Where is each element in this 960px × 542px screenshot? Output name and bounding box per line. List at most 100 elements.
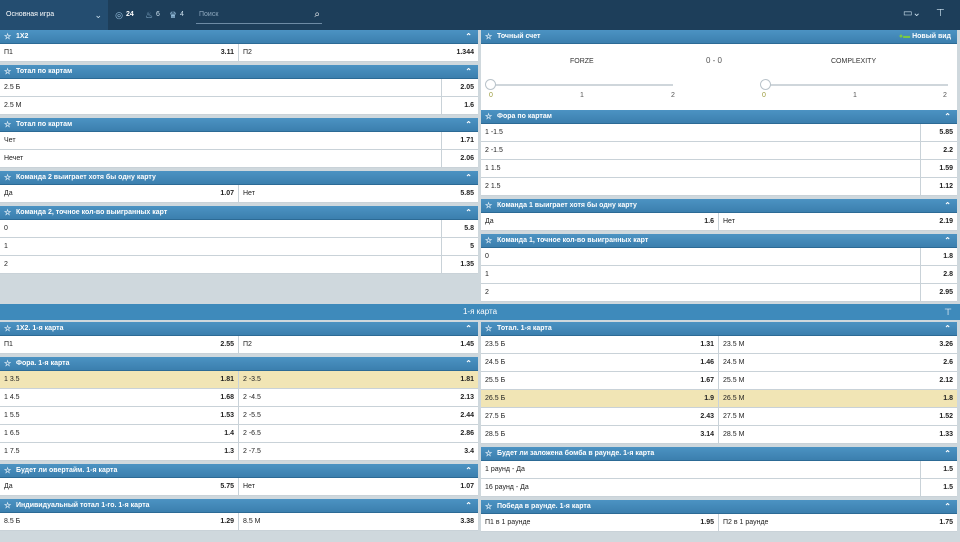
outcome-label[interactable]: 16 раунд - Да xyxy=(481,479,921,496)
outcome-label[interactable]: 1 1.5 xyxy=(481,160,921,177)
star-icon[interactable]: ☆ xyxy=(4,32,12,41)
star-icon[interactable]: ☆ xyxy=(4,67,12,76)
star-icon[interactable]: ☆ xyxy=(4,324,12,333)
collapse-icon[interactable]: ⌃ xyxy=(465,501,472,510)
outcome-label[interactable]: 28.5 Б xyxy=(485,431,506,438)
odds-button[interactable]: 1.31 xyxy=(683,336,719,353)
odds-button[interactable]: 3.14 xyxy=(683,426,719,443)
market-header[interactable]: ☆ 1X2. 1-я карта ⌃ xyxy=(0,322,478,336)
outcome-label[interactable]: П2 в 1 раунде xyxy=(723,519,769,526)
outcome-label[interactable]: 1 xyxy=(0,238,442,255)
collapse-icon[interactable]: ⌃ xyxy=(944,324,951,333)
odds-button[interactable]: 3.38 xyxy=(460,518,474,525)
odds-button[interactable]: 1.53 xyxy=(203,407,239,424)
new-view-toggle[interactable]: ●▬ Новый вид xyxy=(899,30,951,44)
odds-button[interactable]: 2.86 xyxy=(460,430,474,437)
outcome-label[interactable]: П2 xyxy=(243,49,252,56)
outcome-label[interactable]: 0 xyxy=(0,220,442,237)
filter-hot[interactable]: ♨ 6 xyxy=(144,0,160,30)
outcome-label[interactable]: 8.5 Б xyxy=(4,518,21,525)
market-header[interactable]: ☆ Команда 1 выиграет хотя бы одну карту ⌃ xyxy=(481,199,957,213)
market-header[interactable]: ☆ Будет ли овертайм. 1-я карта ⌃ xyxy=(0,464,478,478)
odds-button[interactable]: 5 xyxy=(470,243,474,250)
odds-button[interactable]: 1.344 xyxy=(456,49,474,56)
odds-button[interactable]: 3.26 xyxy=(939,341,953,348)
outcome-label[interactable]: 8.5 М xyxy=(243,518,261,525)
pin-icon[interactable]: ⊤ xyxy=(944,307,952,317)
outcome-label[interactable]: 2 -1.5 xyxy=(481,142,921,159)
odds-button[interactable]: 1.6 xyxy=(464,102,474,109)
outcome-label[interactable]: Да xyxy=(4,190,13,197)
outcome-label[interactable]: 25.5 М xyxy=(723,377,745,384)
outcome-label[interactable]: 2 -5.5 xyxy=(243,412,261,419)
odds-button[interactable]: 2.95 xyxy=(939,289,953,296)
team1-slider-track[interactable] xyxy=(489,84,673,86)
odds-button[interactable]: 1.9 xyxy=(683,390,719,407)
outcome-label[interactable]: 27.5 Б xyxy=(485,413,506,420)
main-game-tab[interactable]: Основная игра ⌄ xyxy=(0,0,108,30)
odds-button[interactable]: 1.35 xyxy=(460,261,474,268)
outcome-label[interactable]: Нет xyxy=(723,218,735,225)
collapse-icon[interactable]: ⌃ xyxy=(465,67,472,76)
odds-button[interactable]: 1.45 xyxy=(460,341,474,348)
outcome-label[interactable]: 2 xyxy=(481,284,921,301)
market-header[interactable]: ☆ Фора. 1-я карта ⌃ xyxy=(0,357,478,371)
outcome-label[interactable]: 24.5 М xyxy=(723,359,745,366)
odds-button[interactable]: 1.29 xyxy=(203,513,239,530)
collapse-icon[interactable]: ⌃ xyxy=(944,236,951,245)
odds-button[interactable]: 1.59 xyxy=(939,165,953,172)
star-icon[interactable]: ☆ xyxy=(485,502,493,511)
odds-button[interactable]: 2.43 xyxy=(683,408,719,425)
star-icon[interactable]: ☆ xyxy=(485,201,493,210)
outcome-label[interactable]: 1 -1.5 xyxy=(481,124,921,141)
outcome-label[interactable]: 1 3.5 xyxy=(4,376,20,383)
team2-slider-track[interactable] xyxy=(764,84,948,86)
outcome-label[interactable]: 1 раунд - Да xyxy=(481,461,921,478)
outcome-label[interactable]: Нет xyxy=(243,190,255,197)
market-header[interactable]: ☆ 1X2 ⌃ xyxy=(0,30,478,44)
odds-button[interactable]: 1.07 xyxy=(203,185,239,202)
odds-button[interactable]: 1.67 xyxy=(683,372,719,389)
star-icon[interactable]: ☆ xyxy=(485,449,493,458)
star-icon[interactable]: ☆ xyxy=(4,466,12,475)
outcome-label[interactable]: Да xyxy=(485,218,494,225)
odds-button[interactable]: 2.12 xyxy=(939,377,953,384)
team1-slider-handle[interactable] xyxy=(485,79,496,90)
odds-button[interactable]: 1.6 xyxy=(683,213,719,230)
odds-button[interactable]: 1.12 xyxy=(939,183,953,190)
outcome-label[interactable]: 2.5 М xyxy=(0,97,442,114)
star-icon[interactable]: ☆ xyxy=(485,324,493,333)
market-header[interactable]: ☆ Команда 2, точное кол-во выигранных кар… xyxy=(0,206,478,220)
outcome-label[interactable]: 26.5 М xyxy=(723,395,745,402)
collapse-icon[interactable]: ⌃ xyxy=(465,120,472,129)
star-icon[interactable]: ☆ xyxy=(485,32,493,41)
market-header[interactable]: ☆ Команда 2 выиграет хотя бы одну карту ⌃ xyxy=(0,171,478,185)
outcome-label[interactable]: 26.5 Б xyxy=(485,395,506,402)
outcome-label[interactable]: 25.5 Б xyxy=(485,377,506,384)
market-header[interactable]: ☆ Будет ли заложена бомба в раунде. 1-я к… xyxy=(481,447,957,461)
outcome-label[interactable]: Нет xyxy=(243,483,255,490)
outcome-label[interactable]: П1 в 1 раунде xyxy=(485,519,531,526)
market-header[interactable]: ☆ Тотал. 1-я карта ⌃ xyxy=(481,322,957,336)
odds-button[interactable]: 2.06 xyxy=(460,155,474,162)
market-header[interactable]: ☆ Тотал по картам ⌃ xyxy=(0,118,478,132)
filter-trophy[interactable]: ♛ 4 xyxy=(168,0,184,30)
outcome-label[interactable]: 2 -3.5 xyxy=(243,376,261,383)
outcome-label[interactable]: П2 xyxy=(243,341,252,348)
odds-button[interactable]: 1.75 xyxy=(939,519,953,526)
star-icon[interactable]: ☆ xyxy=(485,112,493,121)
outcome-label[interactable]: 2 -6.5 xyxy=(243,430,261,437)
odds-button[interactable]: 1.4 xyxy=(203,425,239,442)
odds-button[interactable]: 5.85 xyxy=(939,129,953,136)
odds-button[interactable]: 2.6 xyxy=(943,359,953,366)
odds-button[interactable]: 1.71 xyxy=(460,137,474,144)
collapse-icon[interactable]: ⌃ xyxy=(465,208,472,217)
exact-score-header[interactable]: ☆ Точный счет ●▬ Новый вид xyxy=(481,30,957,44)
odds-button[interactable]: 1.5 xyxy=(943,484,953,491)
star-icon[interactable]: ☆ xyxy=(485,236,493,245)
star-icon[interactable]: ☆ xyxy=(4,359,12,368)
odds-button[interactable]: 2.55 xyxy=(203,336,239,353)
outcome-label[interactable]: 2 -7.5 xyxy=(243,448,261,455)
odds-button[interactable]: 2.2 xyxy=(943,147,953,154)
collapse-icon[interactable]: ⌃ xyxy=(465,466,472,475)
